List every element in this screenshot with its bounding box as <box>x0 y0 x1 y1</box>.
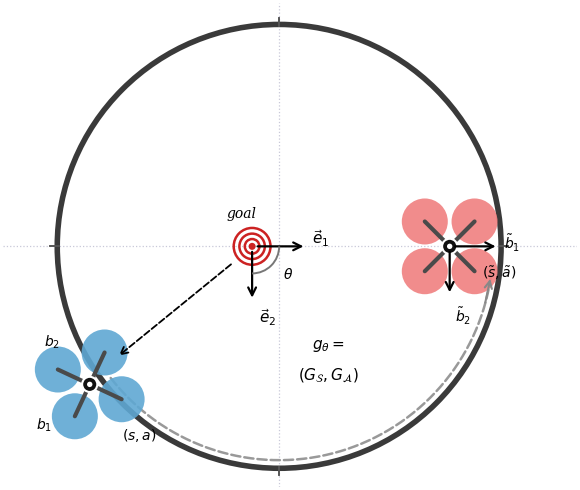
Circle shape <box>249 243 256 250</box>
Circle shape <box>99 376 144 422</box>
Circle shape <box>452 198 498 245</box>
Text: $b_1$: $b_1$ <box>36 416 52 434</box>
Text: $(G_{\mathcal{S}}, G_{\mathcal{A}})$: $(G_{\mathcal{S}}, G_{\mathcal{A}})$ <box>298 367 358 386</box>
Text: $\vec{e}_2$: $\vec{e}_2$ <box>259 307 276 328</box>
Text: $\theta$: $\theta$ <box>283 267 293 282</box>
Circle shape <box>87 382 92 387</box>
Text: $\vec{e}_1$: $\vec{e}_1$ <box>311 228 329 248</box>
Text: $\tilde{b}_2$: $\tilde{b}_2$ <box>455 306 472 327</box>
Circle shape <box>35 346 81 392</box>
Circle shape <box>82 377 97 392</box>
Text: $(\tilde{s}, \tilde{a})$: $(\tilde{s}, \tilde{a})$ <box>482 265 517 282</box>
Circle shape <box>82 329 128 375</box>
Circle shape <box>452 248 498 294</box>
Text: goal: goal <box>226 207 256 220</box>
Text: $g_\theta =$: $g_\theta =$ <box>311 339 345 354</box>
Text: $(s, a)$: $(s, a)$ <box>122 427 157 444</box>
Circle shape <box>442 239 457 254</box>
Text: $b_2$: $b_2$ <box>44 334 60 351</box>
Circle shape <box>447 244 452 249</box>
Circle shape <box>52 393 98 439</box>
Circle shape <box>402 198 448 245</box>
Circle shape <box>402 248 448 294</box>
Text: $\tilde{b}_1$: $\tilde{b}_1$ <box>504 233 520 254</box>
